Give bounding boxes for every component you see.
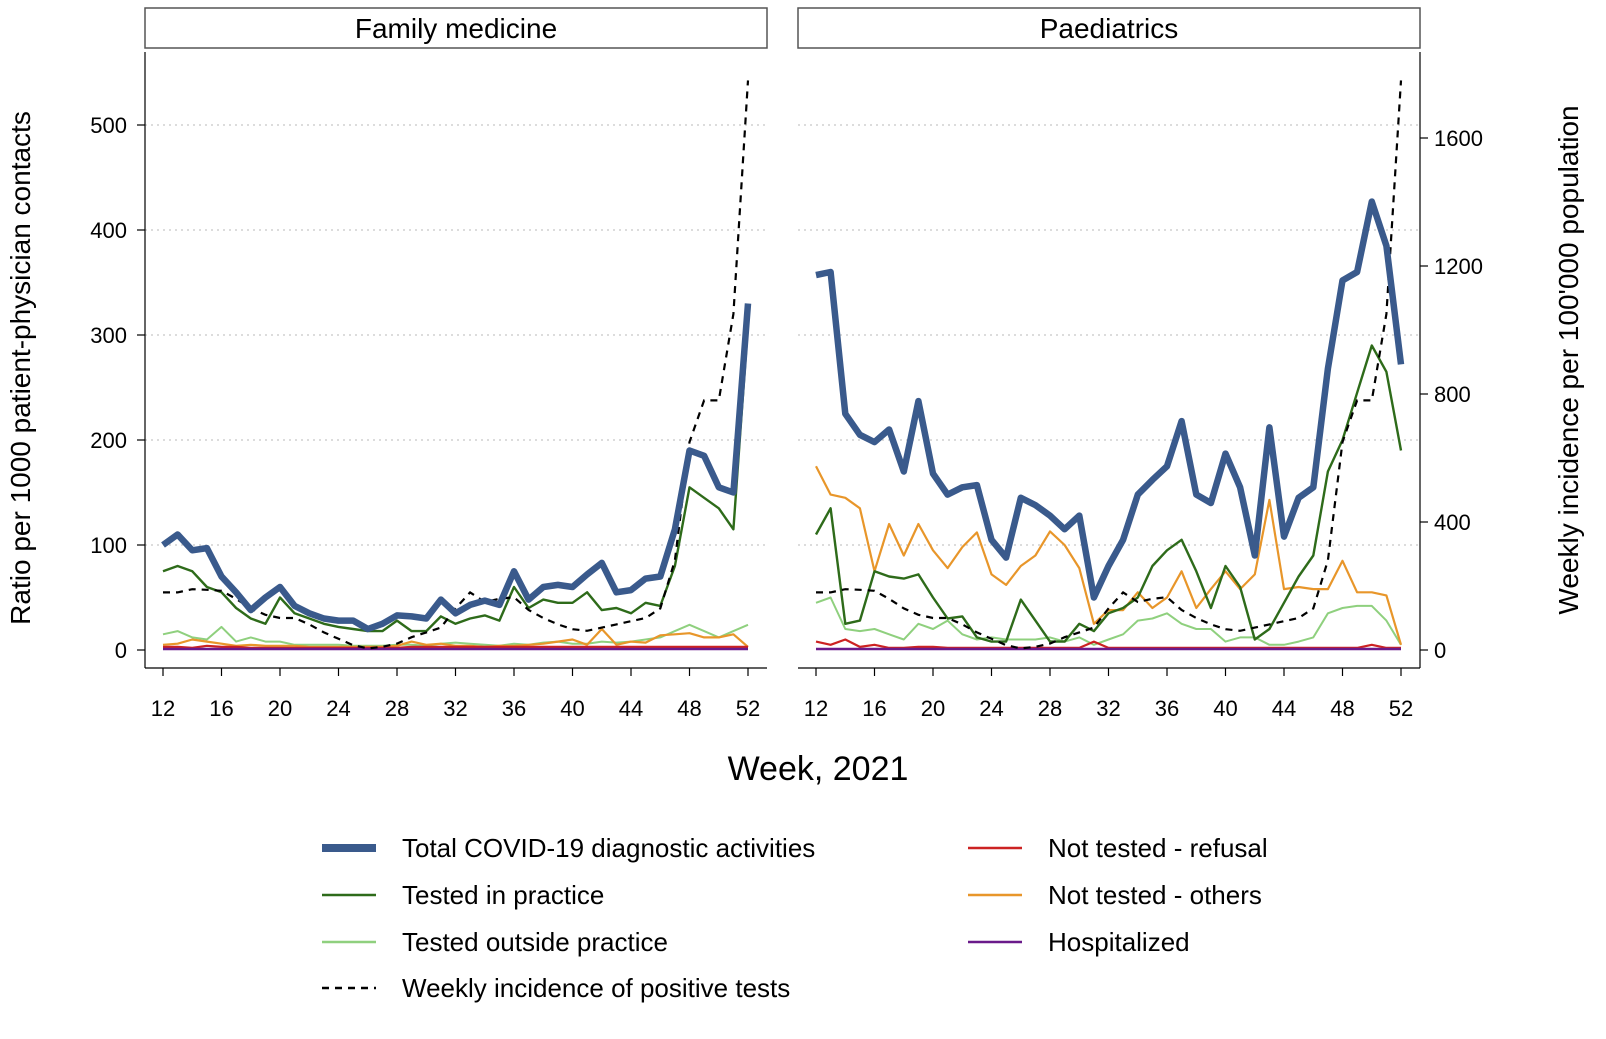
x-tick-label-family-44: 44 <box>619 696 643 721</box>
y-tick-label-right-1200: 1200 <box>1434 254 1483 279</box>
panel-title-family: Family medicine <box>355 13 557 44</box>
x-tick-label-family-12: 12 <box>151 696 175 721</box>
legend-label-incidence: Weekly incidence of positive tests <box>402 973 790 1003</box>
series-tested_out-paediatrics <box>815 596 1402 646</box>
series-others-family <box>162 627 749 648</box>
plot-layer: 12 16 20 24 28 32 36 40 44 48 52 12 16 20 24 28 32 36 40 44… <box>90 52 1483 721</box>
y-tick-label-left-100: 100 <box>90 533 127 558</box>
x-tick-label-family-36: 36 <box>502 696 526 721</box>
x-tick-label-paediatrics-20: 20 <box>921 696 945 721</box>
legend: Total COVID-19 diagnostic activities Test… <box>322 833 1268 1003</box>
y-tick-label-right-400: 400 <box>1434 510 1471 535</box>
series-tested_out-family <box>162 623 749 647</box>
x-tick-label-paediatrics-52: 52 <box>1389 696 1413 721</box>
panel-title-paediatrics: Paediatrics <box>1040 13 1179 44</box>
y-tick-label-right-800: 800 <box>1434 382 1471 407</box>
series-total-family <box>161 303 752 633</box>
y-tick-label-left-400: 400 <box>90 218 127 243</box>
series-incidence-family <box>163 80 750 650</box>
panel-family-header: Family medicine <box>144 7 768 49</box>
x-tick-label-family-20: 20 <box>268 696 292 721</box>
legend-label-tested_in: Tested in practice <box>402 880 604 910</box>
legend-label-others: Not tested - others <box>1048 880 1262 910</box>
x-tick-label-paediatrics-48: 48 <box>1330 696 1354 721</box>
y-tick-label-right-0: 0 <box>1434 638 1446 663</box>
x-tick-label-paediatrics-44: 44 <box>1272 696 1296 721</box>
series-refusal-paediatrics <box>815 638 1401 649</box>
legend-label-total: Total COVID-19 diagnostic activities <box>402 833 815 863</box>
y-tick-label-right-1600: 1600 <box>1434 126 1483 151</box>
x-tick-label-family-48: 48 <box>677 696 701 721</box>
x-tick-label-family-16: 16 <box>209 696 233 721</box>
x-tick-label-family-28: 28 <box>385 696 409 721</box>
legend-label-tested_out: Tested outside practice <box>402 927 668 957</box>
series-total-paediatrics <box>815 198 1405 601</box>
y-tick-label-left-500: 500 <box>90 113 127 138</box>
x-tick-label-paediatrics-40: 40 <box>1213 696 1237 721</box>
y-axis-title-left: Ratio per 1000 patient-physician contact… <box>5 111 36 625</box>
x-tick-label-paediatrics-16: 16 <box>862 696 886 721</box>
y-tick-label-left-0: 0 <box>115 638 127 663</box>
x-tick-label-family-32: 32 <box>443 696 467 721</box>
legend-label-hospitalized: Hospitalized <box>1048 927 1190 957</box>
y-tick-label-left-200: 200 <box>90 428 127 453</box>
x-tick-label-paediatrics-12: 12 <box>804 696 828 721</box>
y-axis-title-right: Weekly incidence per 100'000 population <box>1553 105 1584 614</box>
x-tick-label-paediatrics-28: 28 <box>1038 696 1062 721</box>
x-tick-label-paediatrics-24: 24 <box>979 696 1003 721</box>
strip-box-paediatrics <box>797 7 1421 49</box>
y-tick-label-left-300: 300 <box>90 323 127 348</box>
x-tick-label-family-40: 40 <box>560 696 584 721</box>
panel-paed-header: Paediatrics <box>797 7 1421 49</box>
x-tick-label-family-24: 24 <box>326 696 350 721</box>
series-tested_in-family <box>162 324 750 633</box>
series-refusal-family <box>163 644 748 649</box>
x-tick-label-paediatrics-32: 32 <box>1096 696 1120 721</box>
x-tick-label-family-52: 52 <box>736 696 760 721</box>
strip-box-family <box>144 7 768 49</box>
series-incidence-paediatrics <box>816 80 1403 650</box>
x-axis-title: Week, 2021 <box>728 750 909 788</box>
legend-label-refusal: Not tested - refusal <box>1048 833 1268 863</box>
x-tick-label-paediatrics-36: 36 <box>1155 696 1179 721</box>
series-tested_in-paediatrics <box>814 344 1403 643</box>
